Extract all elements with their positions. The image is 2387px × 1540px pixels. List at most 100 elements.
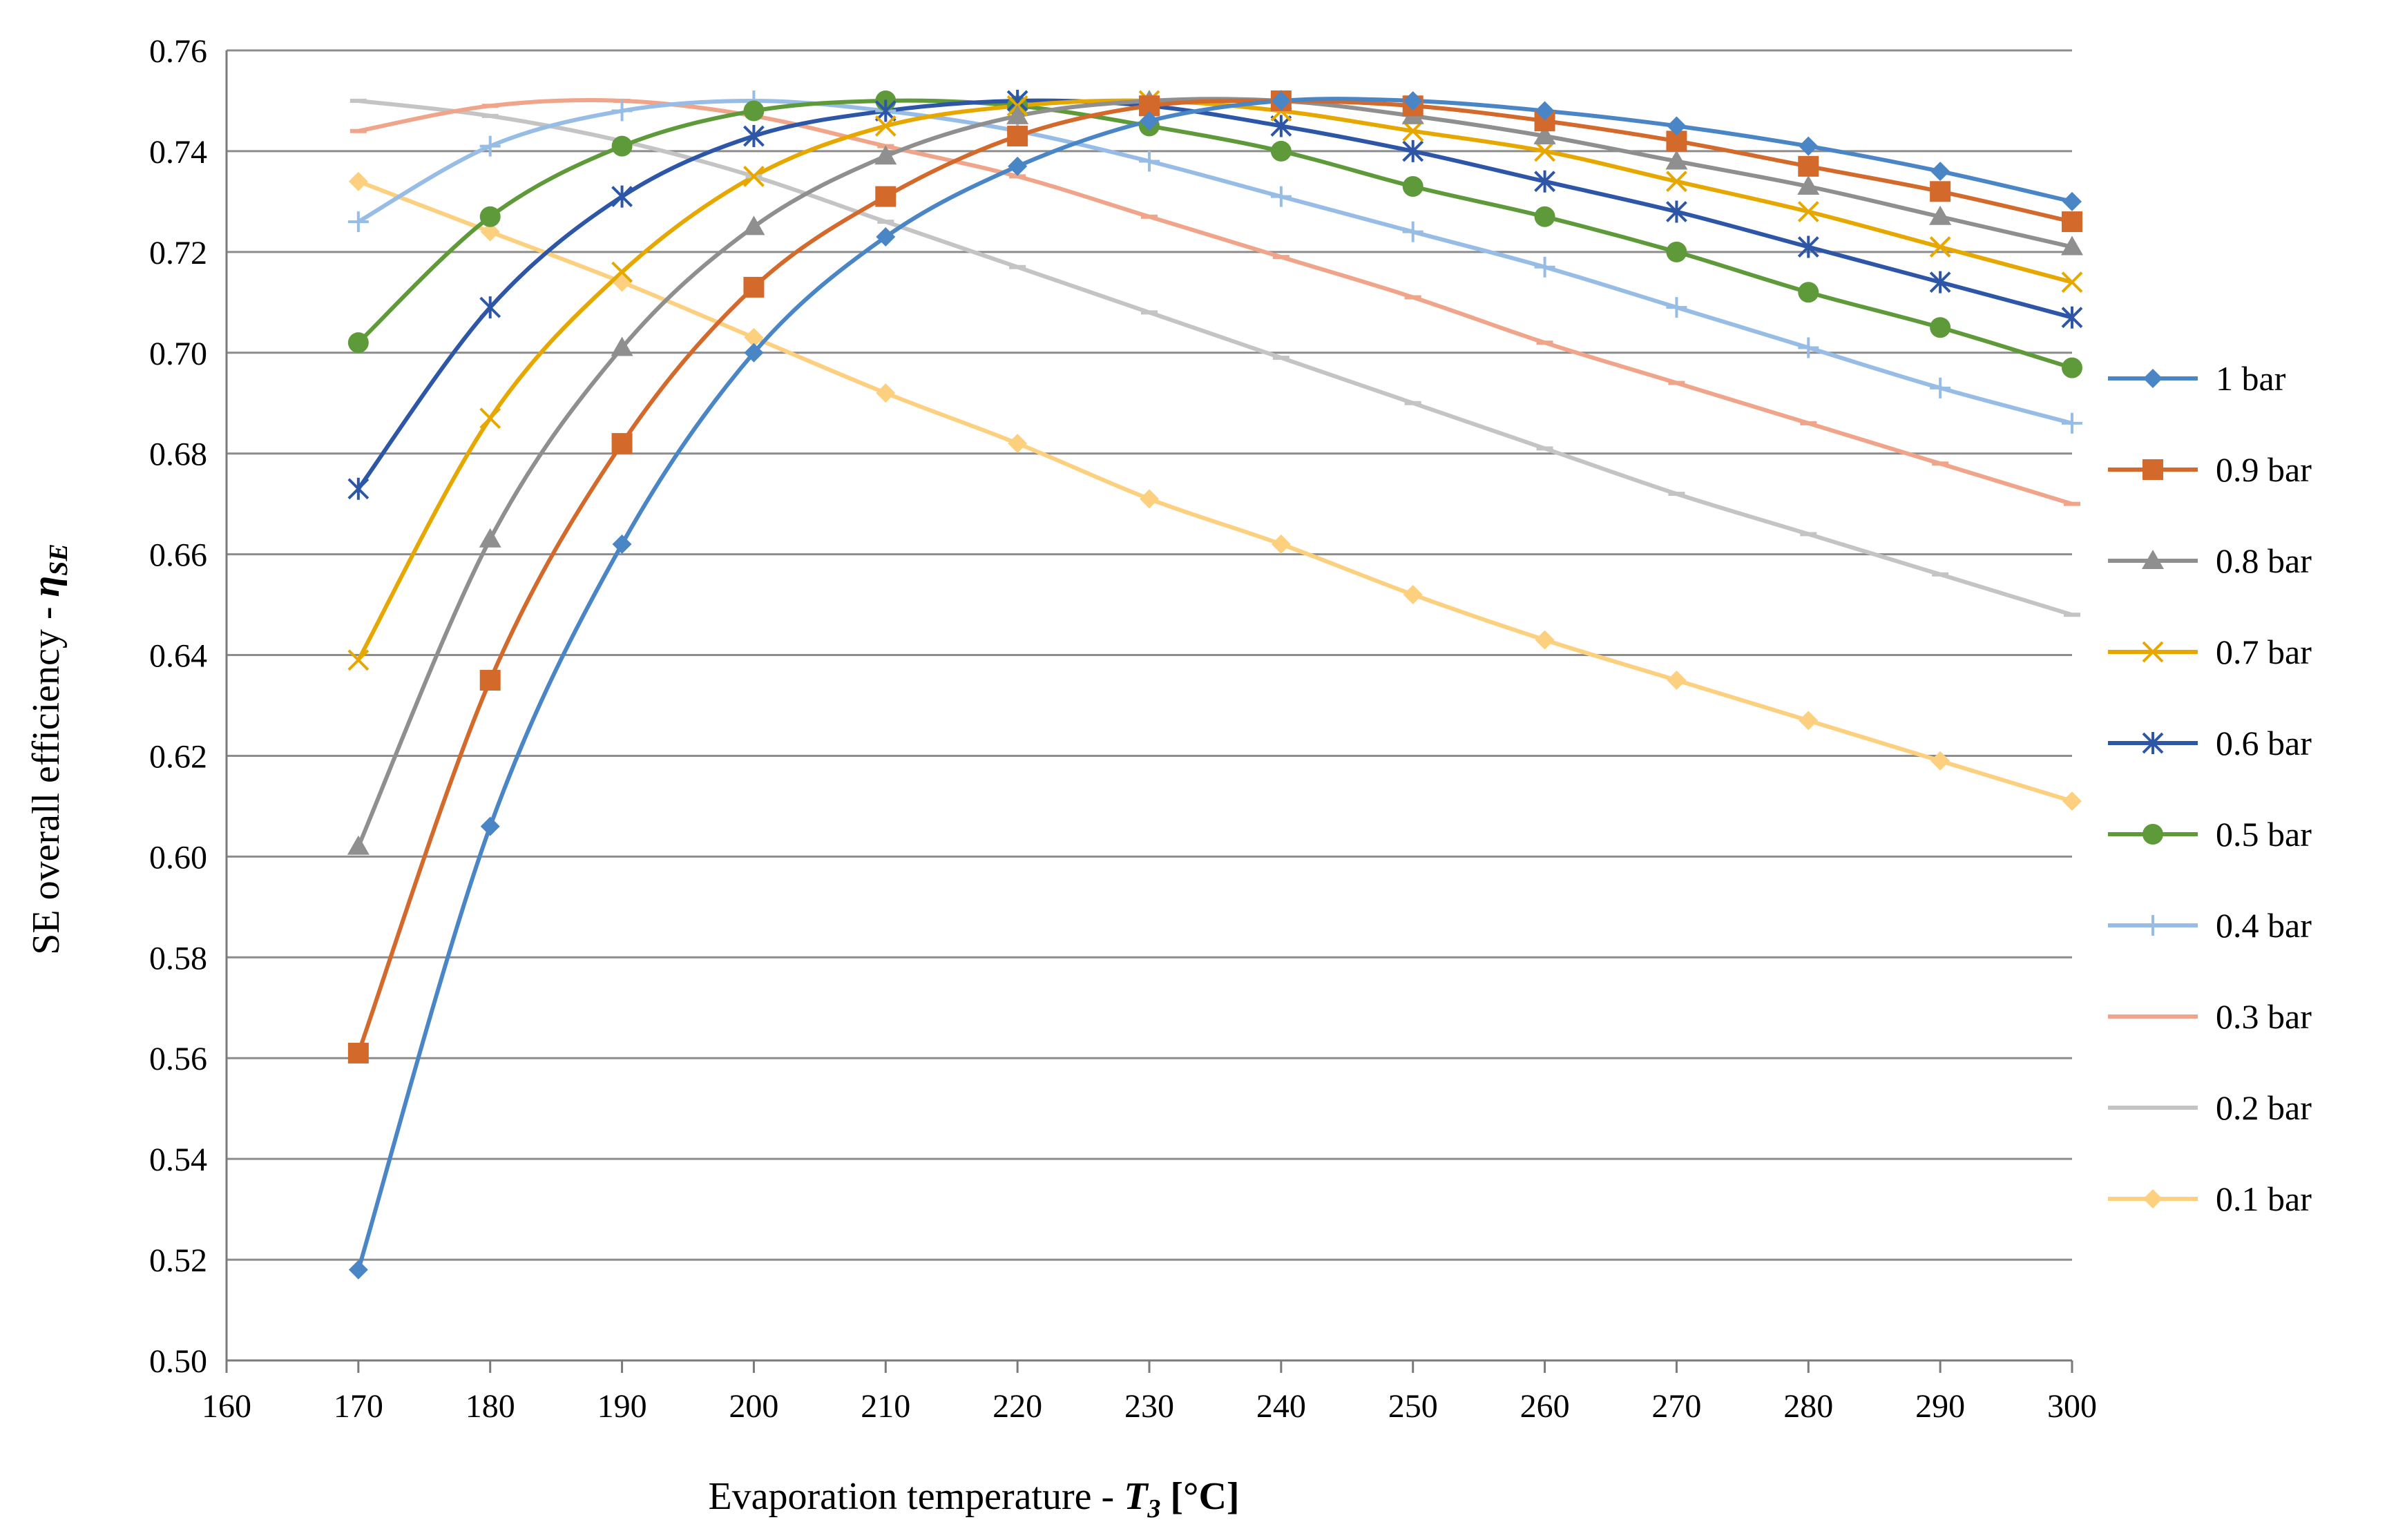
legend-swatch-marker <box>2142 732 2164 754</box>
data-point-0_4-bar <box>611 100 633 122</box>
legend-entry-0_5-bar: 0.5 bar <box>2108 815 2312 854</box>
x-tick-label: 250 <box>1388 1388 1438 1425</box>
y-axis-symbol: η <box>25 576 68 597</box>
legend-entry-1-bar: 1 bar <box>2108 359 2286 398</box>
data-point-0_3-bar <box>1932 461 1949 466</box>
x-tick-label: 200 <box>729 1388 778 1425</box>
x-tick-label: 230 <box>1124 1388 1174 1425</box>
data-point-0_5-bar <box>743 100 765 122</box>
data-point-0_4-bar <box>1139 151 1160 172</box>
data-point-0_5-bar <box>479 206 501 227</box>
data-point-0_6-bar <box>1534 170 1555 193</box>
legend-entry-0_4-bar: 0.4 bar <box>2108 906 2312 945</box>
series-line-0_7-bar <box>356 98 2074 662</box>
data-point-0_5-bar <box>2062 357 2082 378</box>
data-point-0_5-bar <box>347 332 369 354</box>
data-point-0_3-bar <box>2064 501 2080 506</box>
data-point-0_6-bar <box>611 185 633 208</box>
data-point-1-bar <box>1930 162 1950 182</box>
data-point-0_5-bar <box>1798 282 1819 303</box>
data-point-0_3-bar <box>481 104 499 108</box>
data-point-0_9-bar <box>743 276 765 298</box>
y-tick-label: 0.64 <box>149 638 207 675</box>
data-point-0_3-bar <box>1009 174 1026 179</box>
data-point-0_9-bar <box>1798 155 1819 177</box>
y-tick-label: 0.50 <box>149 1343 207 1380</box>
x-tick-label: 180 <box>466 1388 515 1425</box>
data-point-0_8-bar <box>1797 175 1820 195</box>
data-point-0_1-bar <box>1140 489 1159 509</box>
data-point-0_5-bar <box>611 135 633 157</box>
data-point-0_7-bar <box>743 165 765 187</box>
data-point-0_6-bar <box>1797 235 1819 258</box>
data-point-0_8-bar <box>742 215 765 235</box>
x-tick-label: 190 <box>597 1388 647 1425</box>
legend-swatch-marker <box>2142 641 2164 663</box>
legend-entry-0_3-bar: 0.3 bar <box>2108 997 2312 1036</box>
data-point-0_1-bar <box>1008 434 1028 454</box>
data-point-0_1-bar <box>1271 535 1291 555</box>
data-point-0_7-bar <box>611 261 633 283</box>
legend-swatch-marker <box>2142 824 2163 845</box>
x-tick-label: 280 <box>1783 1388 1833 1425</box>
legend-entry-0_8-bar: 0.8 bar <box>2108 541 2312 580</box>
legend-label: 0.7 bar <box>2216 633 2312 671</box>
data-point-0_4-bar <box>347 211 369 233</box>
legend-swatch-marker <box>2142 915 2163 936</box>
data-point-0_6-bar <box>874 99 897 122</box>
data-point-0_4-bar <box>1270 186 1292 207</box>
series-lines <box>356 97 2074 1272</box>
data-point-0_1-bar <box>2062 791 2082 811</box>
grid-lines <box>227 49 2072 1362</box>
data-point-0_4-bar <box>1402 221 1423 242</box>
x-axis-symbol: T <box>1124 1475 1149 1518</box>
data-point-0_2-bar <box>1272 356 1290 360</box>
data-point-0_8-bar <box>1533 125 1556 145</box>
data-point-1-bar <box>1403 90 1423 110</box>
data-point-0_6-bar <box>2061 306 2083 329</box>
data-point-0_4-bar <box>2062 412 2082 434</box>
data-point-0_6-bar <box>1270 115 1292 137</box>
x-tick-label: 270 <box>1651 1388 1701 1425</box>
data-point-0_3-bar <box>1800 421 1817 425</box>
data-point-0_2-bar <box>1932 572 1949 577</box>
legend-label: 1 bar <box>2216 359 2286 398</box>
data-point-0_8-bar <box>874 145 897 165</box>
y-tick-label: 0.66 <box>149 537 207 574</box>
data-point-1-bar <box>348 1260 368 1280</box>
data-point-0_4-bar <box>1666 297 1687 318</box>
x-tick-label: 300 <box>2047 1388 2097 1425</box>
data-point-0_3-bar <box>1668 381 1685 385</box>
legend-entry-0_6-bar: 0.6 bar <box>2108 724 2312 762</box>
legend-entry-0_9-bar: 0.9 bar <box>2108 450 2312 489</box>
data-point-0_6-bar <box>743 125 765 148</box>
legend-label: 0.8 bar <box>2216 541 2312 580</box>
data-point-0_7-bar <box>1797 201 1819 222</box>
legend-label: 0.9 bar <box>2216 450 2312 489</box>
data-point-0_1-bar <box>612 272 632 292</box>
data-point-0_1-bar <box>1799 711 1819 731</box>
data-point-0_5-bar <box>1270 140 1292 162</box>
data-point-0_7-bar <box>874 115 897 137</box>
data-point-0_8-bar <box>347 835 370 855</box>
data-point-1-bar <box>1799 136 1819 156</box>
data-point-0_1-bar <box>1667 671 1687 691</box>
data-point-0_2-bar <box>481 113 499 118</box>
data-point-0_4-bar <box>479 135 501 157</box>
legend-swatch-marker <box>2143 369 2163 388</box>
y-tick-label: 0.52 <box>149 1242 207 1279</box>
data-point-0_9-bar <box>479 670 501 691</box>
data-point-0_4-bar <box>1534 256 1555 278</box>
legend-label: 0.4 bar <box>2216 906 2312 945</box>
data-point-0_3-bar <box>1536 340 1553 345</box>
series-line-0_9-bar <box>356 98 2074 1055</box>
legend-swatch-marker <box>2145 1014 2161 1019</box>
x-tick-label: 160 <box>202 1388 251 1425</box>
y-axis-title: SE overall efficiency - ηSE <box>25 543 73 955</box>
data-point-0_2-bar <box>349 98 367 103</box>
series-markers-0_4-bar <box>347 90 2082 434</box>
series-line-1-bar <box>356 97 2074 1272</box>
data-point-0_9-bar <box>1007 126 1028 147</box>
legend-label: 0.3 bar <box>2216 997 2312 1036</box>
